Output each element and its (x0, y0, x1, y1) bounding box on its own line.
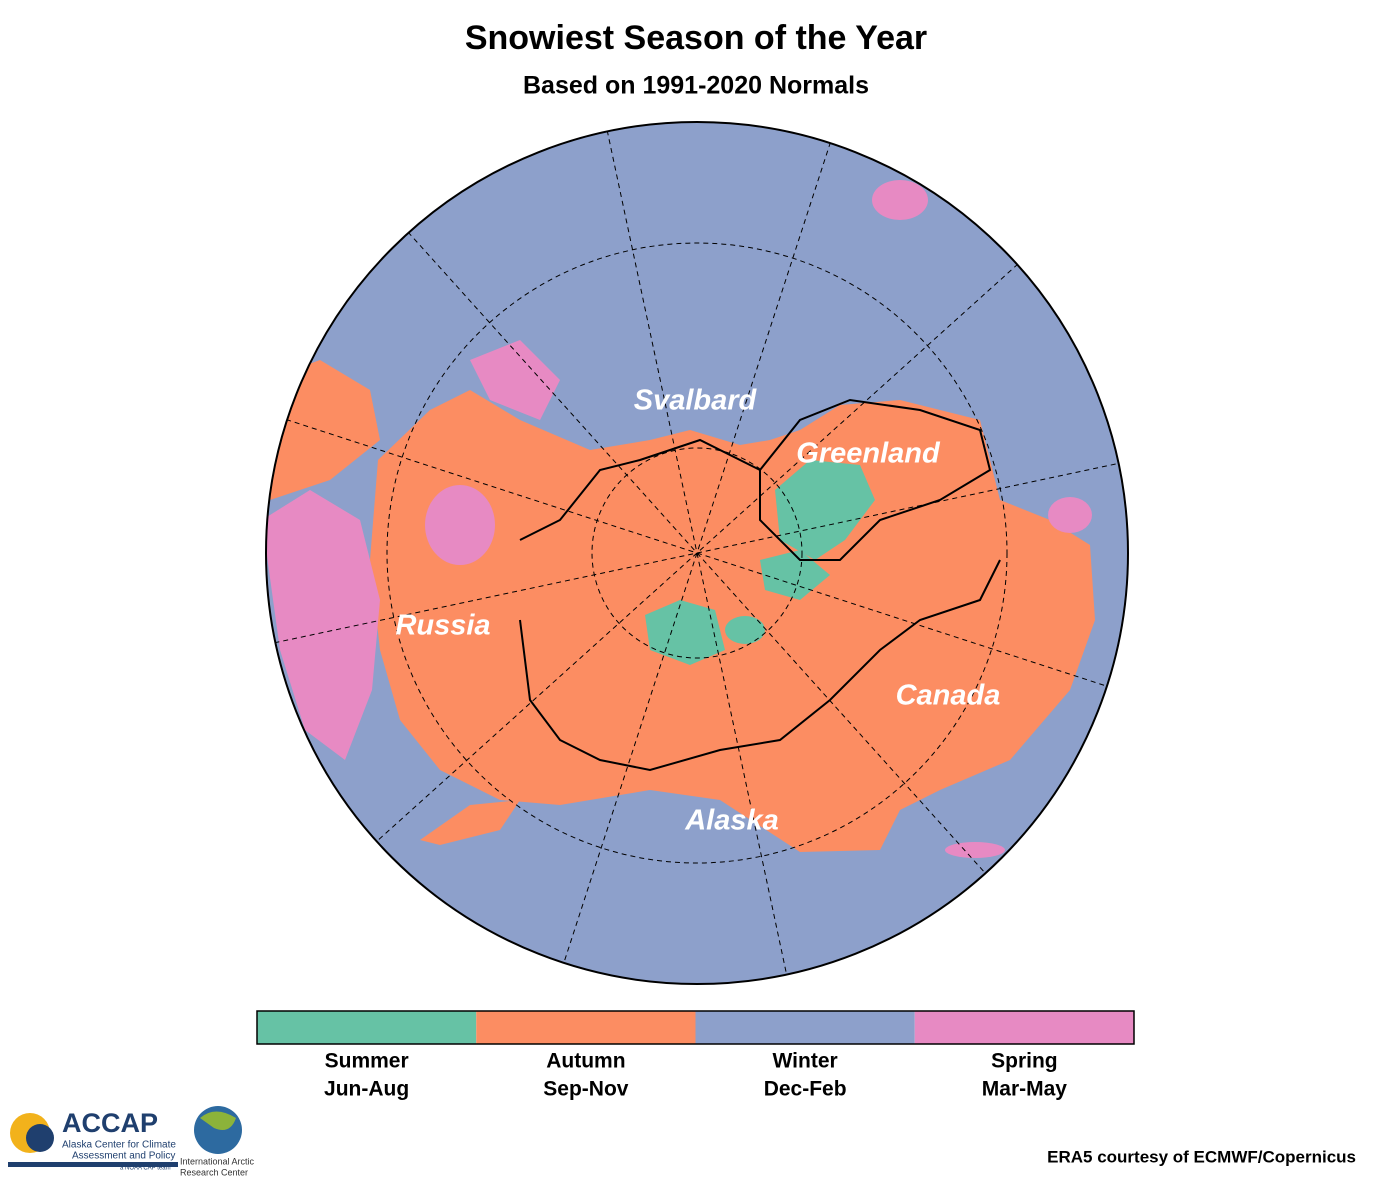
legend-swatch (476, 1011, 696, 1044)
region-label: Russia (395, 610, 490, 642)
credit: ERA5 courtesy of ECMWF/Copernicus (1047, 1147, 1356, 1166)
map-border (265, 121, 1129, 985)
accap-team: a NOAA CAP team (120, 1166, 171, 1172)
spring-region (872, 180, 928, 220)
spring-region (945, 842, 1005, 858)
coastline (759, 398, 992, 561)
accap-logo: ACCAP Alaska Center for Climate Assessme… (8, 1108, 178, 1172)
legend-swatch (257, 1011, 477, 1044)
summer-region (725, 616, 765, 644)
region-label: Alaska (684, 805, 779, 837)
spring-region (470, 340, 560, 420)
latitude-line (386, 242, 1008, 864)
legend-months: Dec-Feb (764, 1078, 847, 1101)
iarc-text: Research Center (180, 1167, 248, 1177)
legend-months: Jun-Aug (324, 1078, 409, 1101)
accap-text: Alaska Center for Climate (62, 1140, 176, 1151)
summer-region (760, 550, 830, 600)
summer-region (645, 600, 725, 665)
globe-land (200, 1111, 236, 1131)
accap-name: ACCAP (62, 1108, 158, 1138)
spring-region (1048, 497, 1092, 533)
title: Snowiest Season of the Year (465, 19, 927, 57)
iarc-text: International Arctic (180, 1156, 255, 1166)
coastline (519, 438, 1001, 772)
legend-swatch (695, 1011, 915, 1044)
legend-season: Autumn (546, 1050, 625, 1073)
map (266, 122, 1128, 984)
legend-border (256, 1010, 1135, 1045)
autumn-region (420, 800, 520, 845)
legend-months: Mar-May (982, 1078, 1068, 1101)
legend: Summer Jun-Aug Autumn Sep-Nov Winter Dec-Feb S… (256, 1010, 1135, 1101)
region-label: Canada (896, 680, 1001, 712)
accap-text: Assessment and Policy (72, 1151, 175, 1162)
region-label: Svalbard (634, 385, 758, 417)
map-labels: Svalbard Greenland Russia Canada Alaska (395, 385, 1000, 837)
legend-swatch (914, 1011, 1134, 1044)
subtitle: Based on 1991-2020 Normals (523, 72, 869, 100)
legend-season: Winter (773, 1050, 838, 1073)
latitude-line (591, 447, 803, 659)
meridian-line (362, 251, 1032, 855)
legend-months: Sep-Nov (543, 1078, 629, 1101)
legend-season: Summer (325, 1050, 409, 1073)
region-label: Greenland (796, 438, 941, 470)
legend-season: Spring (991, 1050, 1058, 1073)
spring-region (266, 490, 380, 760)
iarc-logo: International Arctic Research Center (180, 1106, 255, 1177)
snowflake-icon (26, 1124, 54, 1152)
logo-bar (8, 1162, 178, 1167)
spring-region (425, 485, 495, 565)
